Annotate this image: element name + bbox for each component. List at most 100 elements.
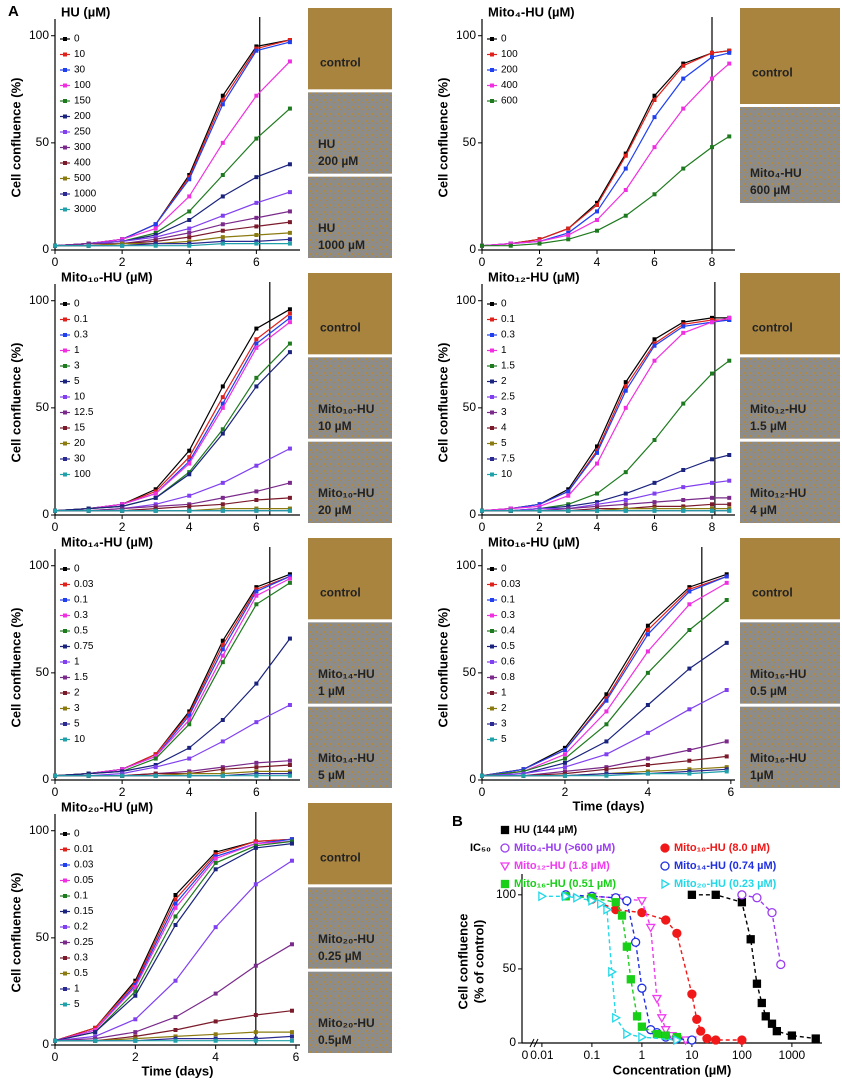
micrograph-label: Mito₄-HU: [750, 166, 802, 180]
legend-label: 10: [74, 392, 86, 403]
legend-label: 10: [74, 49, 86, 60]
data-point: [653, 115, 657, 119]
legend-marker: [63, 99, 67, 103]
legend-marker: [63, 987, 67, 991]
data-point: [187, 235, 191, 239]
legend-label: 1: [501, 688, 507, 699]
data-point: [566, 494, 570, 498]
data-point: [623, 943, 630, 950]
data-point: [758, 999, 765, 1006]
legend-marker: [63, 691, 67, 695]
legend-marker: [63, 956, 67, 960]
series-line: [482, 318, 729, 511]
micrograph-label: 1000 µM: [318, 238, 365, 252]
data-point: [646, 757, 650, 761]
data-point: [254, 682, 258, 686]
legend-label: 1: [74, 345, 80, 356]
y-tick-label: 0: [509, 1035, 516, 1049]
x-tick-label: 0: [52, 1050, 59, 1064]
data-point: [187, 231, 191, 235]
x-tick-label: 4: [645, 785, 652, 799]
legend-marker: [490, 442, 494, 446]
data-point: [288, 59, 292, 63]
data-point: [638, 898, 646, 905]
legend-marker: [63, 208, 67, 212]
series-line: [482, 53, 729, 246]
data-point: [221, 102, 225, 106]
legend-label: 250: [74, 127, 91, 138]
chart-title: Mito₁₂-HU (µM): [488, 269, 580, 284]
y-tick-label: 50: [36, 400, 50, 414]
data-point: [221, 660, 225, 664]
series-line: [55, 705, 290, 776]
legend-label: 1: [74, 984, 80, 995]
legend-label: 0.1: [74, 595, 88, 606]
legend-marker: [490, 333, 494, 337]
data-point: [688, 1036, 696, 1044]
data-point: [288, 581, 292, 585]
legend-label: Mito₁₆-HU (0.51 µM): [514, 878, 616, 890]
data-point: [254, 589, 258, 593]
legend-marker: [490, 691, 494, 695]
legend-label: 0.5: [74, 626, 88, 637]
legend-label: 5: [74, 376, 80, 387]
data-point: [646, 628, 650, 632]
data-point: [725, 574, 729, 578]
legend-marker: [63, 161, 67, 165]
micrograph-label: 4 µM: [750, 503, 777, 517]
data-point: [288, 190, 292, 194]
data-point: [288, 350, 292, 354]
legend-marker: [490, 37, 494, 41]
data-point: [154, 774, 158, 778]
legend-label: 2.5: [501, 392, 515, 403]
data-point: [221, 395, 225, 399]
data-point: [133, 1039, 137, 1043]
micrograph-label: 0.5 µM: [750, 684, 787, 698]
fit-line: [566, 895, 692, 1040]
micrograph-label: HU: [318, 221, 335, 235]
y-tick-label: 50: [463, 665, 477, 679]
legend-marker: [63, 941, 67, 945]
data-point: [563, 761, 567, 765]
x-tick-label: 6: [651, 520, 658, 534]
legend-marker: [63, 37, 67, 41]
data-point: [646, 763, 650, 767]
micrograph-label: 5 µM: [318, 768, 345, 782]
y-tick-label: 0: [42, 507, 49, 521]
legend-label: 2: [501, 376, 507, 387]
data-point: [133, 1030, 137, 1034]
micrograph-label: control: [320, 55, 361, 69]
data-point: [638, 1023, 645, 1030]
data-point: [154, 492, 158, 496]
data-point: [604, 709, 608, 713]
data-point: [221, 502, 225, 506]
data-point: [254, 94, 258, 98]
micrograph: [308, 538, 392, 619]
legend-label: Mito₁₀-HU (8.0 µM): [674, 842, 770, 854]
legend-marker: [63, 177, 67, 181]
legend-label: 5: [74, 719, 80, 730]
data-point: [653, 192, 657, 196]
y-tick-label: 50: [503, 961, 517, 975]
data-point: [727, 453, 731, 457]
legend-label: 1000: [74, 189, 97, 200]
data-point: [738, 891, 746, 899]
legend-marker: [63, 645, 67, 649]
data-point: [595, 451, 599, 455]
data-point: [538, 509, 542, 513]
y-axis-label: Cell confluence (%): [8, 873, 23, 993]
data-point: [777, 960, 785, 968]
micrograph-label: Mito₁₄-HU: [318, 667, 375, 681]
data-point: [288, 40, 292, 44]
data-point: [290, 859, 294, 863]
data-point: [627, 976, 634, 983]
data-point: [87, 509, 91, 513]
y-axis-label: Cell confluence (%): [435, 78, 450, 198]
data-point: [254, 498, 258, 502]
data-point: [93, 1030, 97, 1034]
legend-marker: [63, 473, 67, 477]
data-point: [566, 489, 570, 493]
legend-label: 0.01: [74, 844, 94, 855]
legend-marker: [63, 832, 67, 836]
legend-marker: [63, 192, 67, 196]
